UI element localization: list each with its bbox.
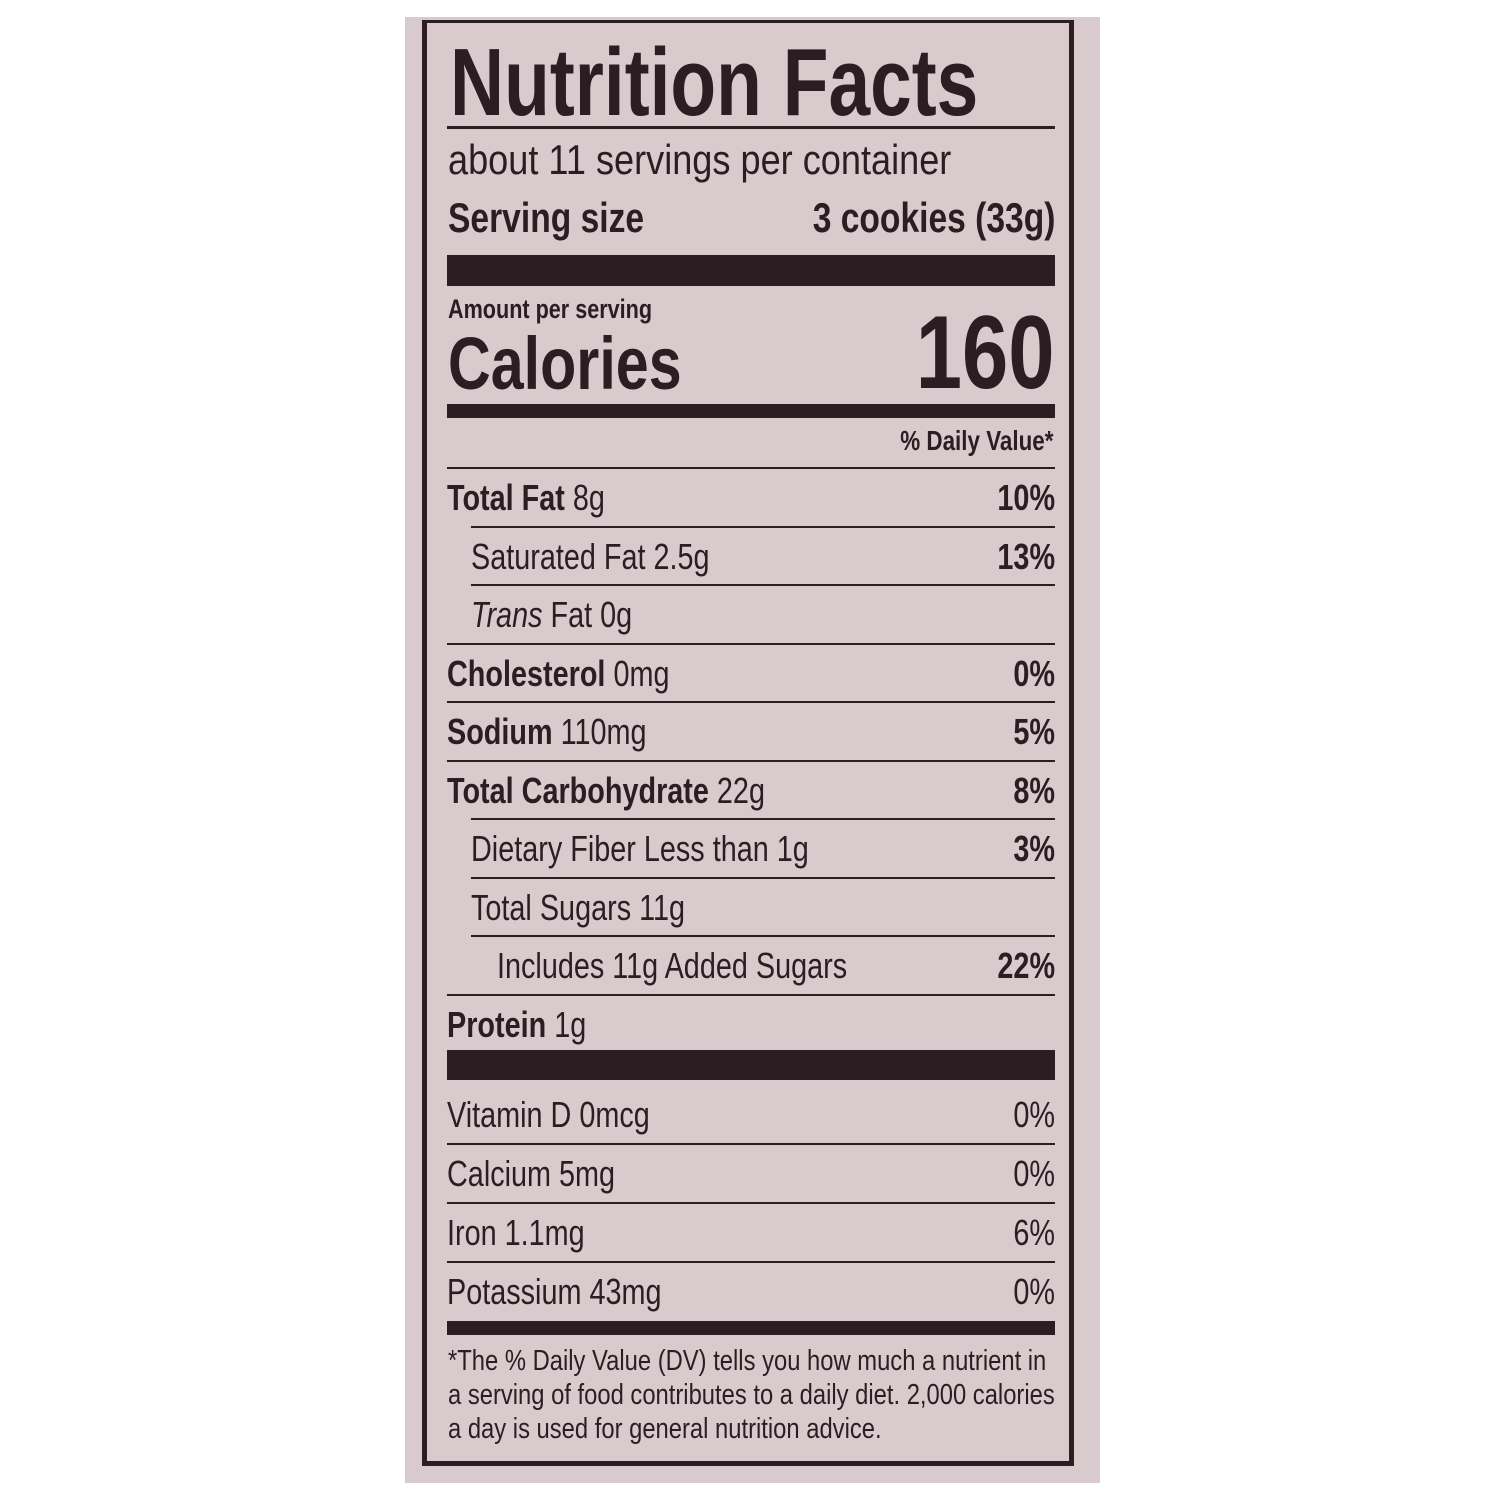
vitamin-name: Potassium [447, 1271, 582, 1312]
nutrient-row: Total Fat 8g 10% [447, 467, 1055, 525]
title-text: Nutrition Facts [450, 29, 979, 136]
nutrient-row: Dietary Fiber Less than 1g 3% [447, 818, 1055, 876]
nutrient-daily-value: 0% [1013, 652, 1055, 694]
row-divider [447, 759, 1055, 762]
nutrition-label-border [422, 20, 1074, 1466]
nutrient-row: Saturated Fat 2.5g 13% [447, 525, 1055, 584]
amount-per-serving: Amount per serving [448, 294, 703, 325]
nutrient-daily-value: 13% [997, 535, 1055, 577]
footnote-text: *The % Daily Value (DV) tells you how mu… [448, 1345, 1055, 1445]
vitamin-name: Vitamin D [447, 1094, 572, 1135]
nutrient-row: Includes 11g Added Sugars 22% [447, 935, 1055, 993]
nutrient-amount: 11g [639, 886, 686, 928]
nutrient-daily-value: 22% [997, 945, 1055, 986]
row-divider [447, 467, 1055, 469]
nutrient-name: Dietary Fiber [471, 828, 636, 869]
vitamin-row: Iron 1.1mg 6% [447, 1202, 1055, 1260]
row-divider [447, 1202, 1055, 1204]
nutrient-name: Trans [471, 594, 543, 635]
row-divider [447, 993, 1055, 996]
nutrient-name-rest: Fat [550, 594, 593, 635]
nutrient-amount: 2.5g [653, 535, 710, 577]
serving-size-label: Serving size [448, 194, 693, 242]
thick-bar-bottom [447, 1321, 1055, 1335]
nutrient-name: Cholesterol [447, 652, 606, 694]
nutrient-amount: 110mg [560, 711, 647, 752]
nutrient-daily-value: 3% [1013, 828, 1055, 869]
nutrient-row: Trans Fat 0g [447, 584, 1055, 642]
serving-size-label-text: Serving size [448, 194, 645, 241]
amount-per-serving-text: Amount per serving [448, 294, 653, 324]
vitamin-name: Iron [447, 1212, 497, 1253]
thick-bar-middle [447, 1050, 1055, 1080]
nutrient-row: Total Carbohydrate 22g 8% [447, 759, 1055, 818]
vitamin-row: Vitamin D 0mcg 0% [447, 1084, 1055, 1142]
vitamin-daily-value: 0% [1013, 1271, 1055, 1312]
nutrient-row: Protein 1g [447, 993, 1055, 1052]
row-divider [471, 876, 1055, 879]
nutrient-amount: 22g [716, 769, 765, 811]
vitamin-daily-value: 6% [1013, 1212, 1055, 1253]
row-divider [447, 701, 1055, 703]
vitamin-amount: 1.1mg [504, 1212, 585, 1253]
row-divider [447, 642, 1055, 645]
nutrient-name: Sodium [447, 711, 553, 752]
label-title: Nutrition Facts [450, 28, 1127, 138]
vitamin-row: Potassium 43mg 0% [447, 1261, 1055, 1319]
row-divider [471, 818, 1055, 820]
thick-bar-top [447, 255, 1055, 286]
servings-per-container: about 11 servings per container [448, 136, 1033, 184]
row-divider [471, 584, 1055, 586]
vitamin-amount: 43mg [589, 1271, 662, 1312]
calories-value: 160 [881, 300, 1055, 406]
calories-label-text: Calories [448, 322, 682, 405]
nutrient-amount: 8g [572, 477, 605, 518]
vitamin-daily-value: 0% [1013, 1153, 1055, 1194]
servings-text: about 11 servings per container [448, 136, 952, 183]
nutrient-amount: 0g [600, 594, 633, 635]
vitamin-amount: 0mcg [579, 1094, 650, 1135]
nutrient-name: Total Fat [447, 477, 565, 518]
vitamin-daily-value: 0% [1013, 1094, 1055, 1135]
nutrient-name: Protein [447, 1003, 547, 1045]
nutrient-name: Saturated Fat [471, 535, 646, 577]
nutrient-name: Total Carbohydrate [447, 769, 709, 811]
calories-bar [447, 404, 1055, 418]
title-rule [447, 126, 1055, 129]
footnote: *The % Daily Value (DV) tells you how mu… [448, 1344, 1188, 1446]
nutrient-name: Total Sugars [471, 886, 632, 928]
row-divider [447, 1261, 1055, 1263]
serving-size-value-text: 3 cookies (33g) [812, 194, 1055, 241]
row-divider [471, 525, 1055, 528]
nutrient-name: Includes 11g Added Sugars [497, 945, 848, 986]
nutrient-daily-value: 8% [1013, 769, 1055, 811]
calories-value-text: 160 [916, 295, 1055, 411]
nutrient-amount: 0mg [613, 652, 670, 694]
serving-size-value: 3 cookies (33g) [752, 194, 1055, 242]
vitamin-row: Calcium 5mg 0% [447, 1143, 1055, 1201]
daily-value-header-text: % Daily Value* [899, 425, 1053, 456]
vitamin-name: Calcium [447, 1153, 552, 1194]
nutrient-daily-value: 5% [1013, 711, 1055, 752]
vitamin-amount: 5mg [559, 1153, 616, 1194]
nutrient-amount: Less than 1g [643, 828, 809, 869]
nutrient-row: Cholesterol 0mg 0% [447, 642, 1055, 701]
calories-label: Calories [448, 322, 740, 406]
nutrient-daily-value: 10% [997, 477, 1055, 518]
nutrient-row: Sodium 110mg 5% [447, 701, 1055, 759]
row-divider [471, 935, 1055, 937]
daily-value-header: % Daily Value* [862, 425, 1053, 457]
nutrient-amount: 1g [554, 1003, 587, 1045]
row-divider [447, 1143, 1055, 1145]
nutrient-row: Total Sugars 11g [447, 876, 1055, 935]
